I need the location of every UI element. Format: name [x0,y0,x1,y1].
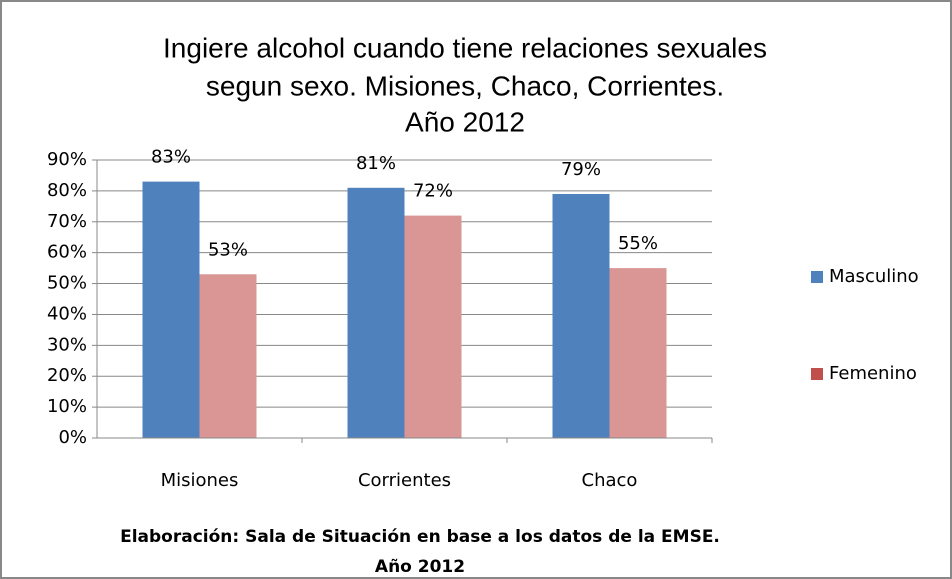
legend-label: Masculino [829,266,919,287]
data-label: 55% [618,233,658,254]
data-label: 72% [413,181,453,202]
legend-swatch [811,271,823,283]
x-tick-label: Chaco [582,470,638,491]
x-tick-label: Misiones [161,470,239,491]
legend-swatch [811,368,823,380]
legend-label: Femenino [829,363,917,384]
caption: Elaboración: Sala de Situación en base a… [120,527,720,547]
y-tick-label: 0% [58,427,87,448]
bar [142,181,200,438]
caption: Año 2012 [375,557,465,577]
data-label: 53% [208,239,248,260]
y-tick-label: 30% [47,334,87,355]
y-tick-label: 50% [47,273,87,294]
data-label: 79% [561,159,601,180]
y-tick-label: 20% [47,365,87,386]
bar [199,274,257,438]
y-tick-label: 90% [47,149,87,170]
y-tick-label: 80% [47,180,87,201]
chart-title: Ingiere alcohol cuando tiene relaciones … [163,32,767,63]
bar [347,187,405,438]
y-tick-label: 10% [47,396,87,417]
y-tick-label: 60% [47,242,87,263]
x-tick-label: Corrientes [358,470,451,491]
data-label: 81% [356,153,396,174]
bar [609,268,667,438]
chart-title: Año 2012 [405,106,525,137]
bar [404,215,462,438]
chart-title: segun sexo. Misiones, Chaco, Corrientes. [206,70,724,101]
bar [552,193,610,438]
data-label: 83% [151,147,191,168]
y-tick-label: 70% [47,211,87,232]
y-tick-label: 40% [47,303,87,324]
